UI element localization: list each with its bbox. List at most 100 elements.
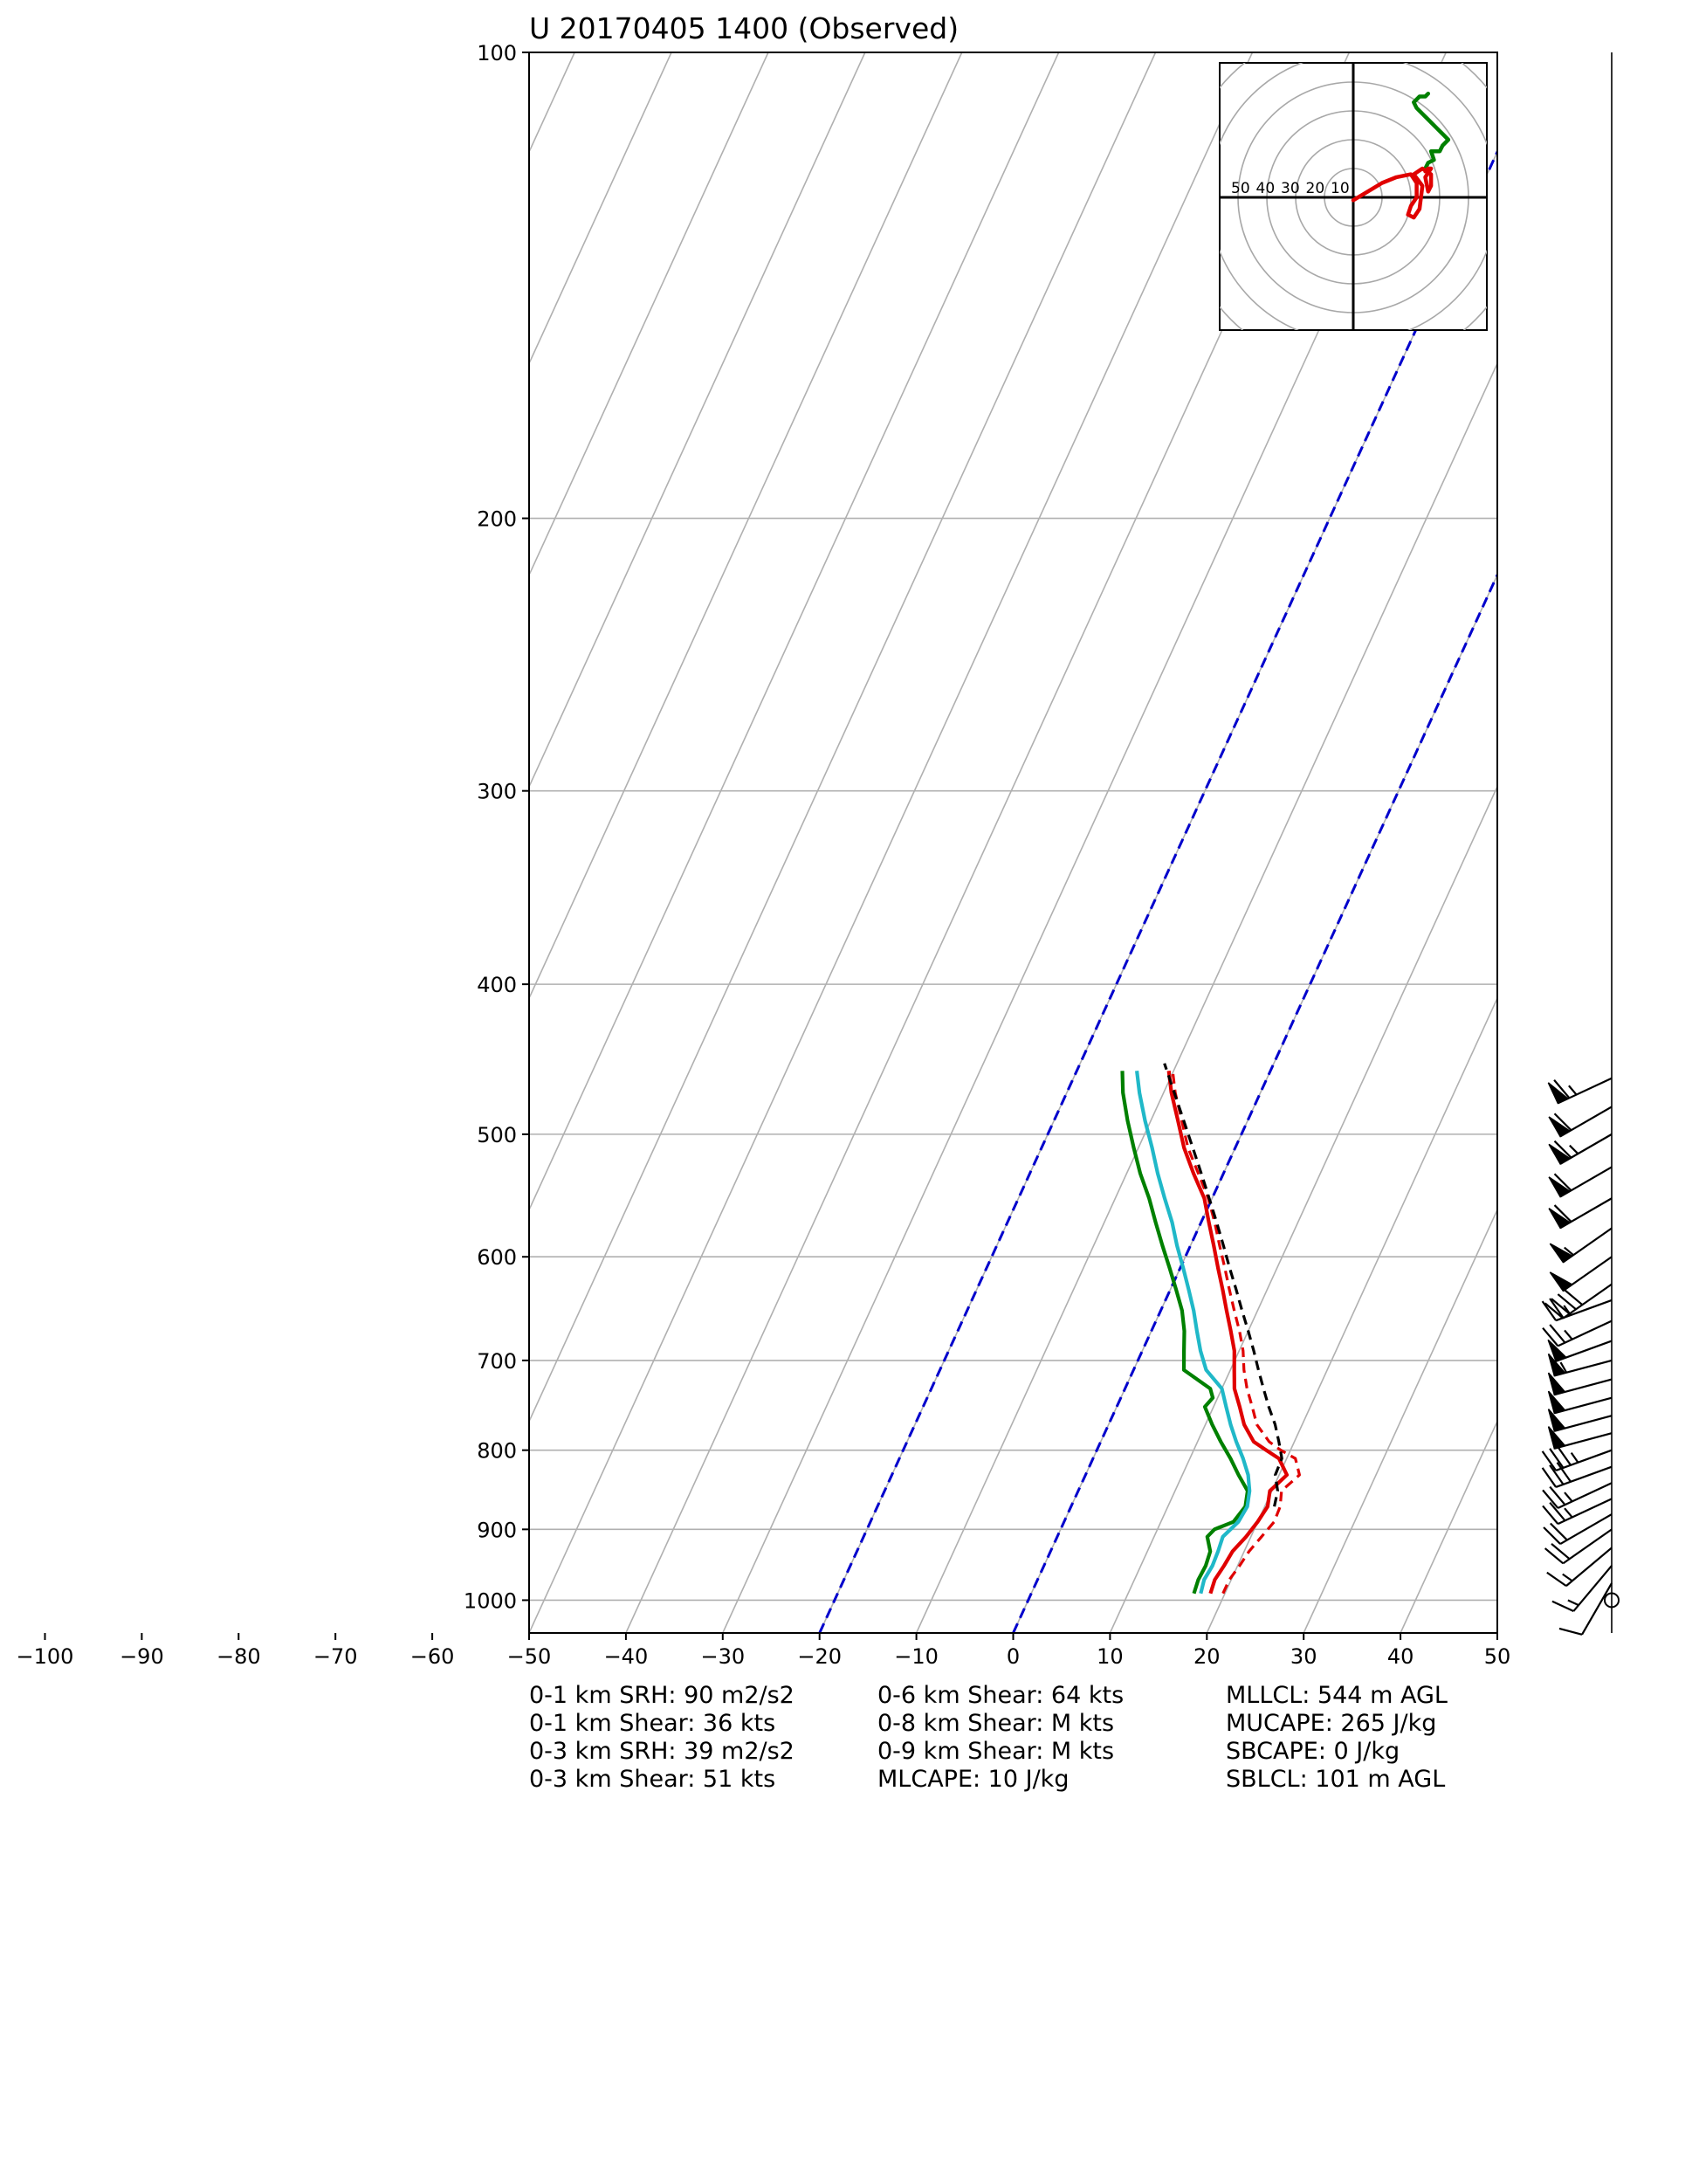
barb-feather xyxy=(1551,1600,1574,1613)
barb-feather xyxy=(1542,1489,1559,1509)
barb-feather xyxy=(1541,1450,1558,1471)
stat-line: 0-3 km SRH: 39 m2/s2 xyxy=(529,1738,794,1765)
hodograph-ring-label: 10 xyxy=(1331,180,1350,197)
stats-column-2: 0-6 km Shear: 64 kts 0-8 km Shear: M kts… xyxy=(877,1682,1124,1794)
hodograph-trace xyxy=(1351,166,1434,220)
wind-barb xyxy=(1544,1528,1613,1565)
wind-barb xyxy=(1542,1319,1613,1347)
stat-line: 0-1 km Shear: 36 kts xyxy=(529,1710,776,1737)
hodograph-plot xyxy=(1220,63,1487,330)
stat-line: SBCAPE: 0 J/kg xyxy=(1226,1738,1400,1765)
barb-feather xyxy=(1542,1327,1559,1347)
barb-feather xyxy=(1553,1113,1572,1132)
x-tick-label: −30 xyxy=(700,1644,745,1669)
wind-barb xyxy=(1549,1227,1613,1264)
x-tick-label: −70 xyxy=(313,1644,358,1669)
y-tick-label: 900 xyxy=(477,1518,517,1542)
y-tick-label: 400 xyxy=(477,973,517,997)
profile-line xyxy=(1163,1063,1283,1507)
hodograph-ring-label: 40 xyxy=(1256,180,1276,197)
barb-feather xyxy=(1556,1462,1572,1483)
x-tick-label: 30 xyxy=(1290,1644,1317,1669)
hodograph-trace xyxy=(1412,91,1451,171)
wind-barb xyxy=(1542,1482,1613,1509)
hodograph: 50 40 30 20 10 xyxy=(1219,62,1488,331)
wind-barb xyxy=(1548,1133,1613,1165)
profile-line xyxy=(1135,1071,1252,1595)
isotherm-gridline xyxy=(0,52,284,1633)
barb-staff xyxy=(1572,1565,1613,1612)
isotherm-gridline xyxy=(529,52,575,154)
barb-feather xyxy=(1564,1289,1584,1306)
y-tick-label: 700 xyxy=(477,1349,517,1374)
isotherm-gridline xyxy=(1303,1208,1497,1633)
barb-feather xyxy=(1542,1505,1559,1525)
barb-feather xyxy=(1557,1293,1577,1311)
barb-feather xyxy=(1544,1547,1565,1565)
isotherm-gridline xyxy=(529,52,769,577)
barb-half-feather xyxy=(1562,1573,1573,1582)
isotherm-gridline xyxy=(0,52,478,1633)
barb-feather xyxy=(1553,1079,1571,1099)
barb-half-feather xyxy=(1570,1452,1579,1464)
barb-feather xyxy=(1558,1627,1583,1636)
isotherm-gridline xyxy=(1109,784,1497,1633)
stat-line: 0-6 km Shear: 64 kts xyxy=(877,1682,1125,1709)
barb-feather xyxy=(1556,1445,1572,1466)
wind-barb xyxy=(1548,1166,1613,1198)
barb-half-feather xyxy=(1564,1507,1573,1519)
barb-pennant xyxy=(1547,1426,1566,1450)
barb-feather xyxy=(1553,1204,1572,1223)
barb-feather xyxy=(1549,1448,1565,1469)
barb-pennant xyxy=(1547,1409,1566,1432)
stats-column-1: 0-1 km SRH: 90 m2/s2 0-1 km Shear: 36 kt… xyxy=(529,1682,794,1794)
wind-barb xyxy=(1541,1298,1613,1322)
y-tick-label: 600 xyxy=(477,1245,517,1270)
x-tick-label: 50 xyxy=(1484,1644,1511,1669)
x-tick-label: −60 xyxy=(410,1644,455,1669)
barb-feather xyxy=(1546,1571,1567,1588)
x-tick-label: −50 xyxy=(507,1644,552,1669)
barb-pennant xyxy=(1547,1339,1568,1362)
barb-feather xyxy=(1553,1173,1572,1192)
isotherm-gridline xyxy=(529,52,866,789)
barb-pennant xyxy=(1548,1208,1572,1230)
wind-barb xyxy=(1541,1462,1613,1488)
barb-feather xyxy=(1541,1467,1558,1488)
stat-line: 0-3 km Shear: 51 kts xyxy=(529,1766,776,1793)
profile-line xyxy=(1120,1071,1250,1595)
isotherm-gridline xyxy=(529,52,963,1001)
barb-staff xyxy=(1557,1498,1613,1526)
barb-half-feather xyxy=(1564,1246,1574,1257)
barb-feather xyxy=(1549,1298,1565,1319)
barb-half-feather xyxy=(1567,1599,1579,1607)
wind-barb xyxy=(1558,1582,1613,1636)
barb-feather xyxy=(1551,1298,1571,1315)
barb-half-feather xyxy=(1563,1305,1572,1316)
wind-barb xyxy=(1548,1197,1613,1230)
x-tick-label: −100 xyxy=(17,1644,74,1669)
barb-feather xyxy=(1553,1140,1572,1159)
barb-pennant xyxy=(1549,1271,1574,1292)
wind-barb xyxy=(1548,1106,1613,1138)
barb-staff xyxy=(1555,1465,1613,1488)
wind-barb xyxy=(1547,1409,1613,1432)
stat-line: SBLCL: 101 m AGL xyxy=(1226,1766,1446,1793)
isotherm-gridline xyxy=(915,362,1497,1633)
x-axis: −100 −90 −80 −70 −60 −50 −40 −30 −20 −10 0 10 20 30 40… xyxy=(17,1633,1511,1669)
stat-line: MLCAPE: 10 J/kg xyxy=(877,1766,1070,1793)
barb-feather xyxy=(1549,1501,1566,1521)
y-tick-label: 800 xyxy=(477,1439,517,1464)
barb-half-feather xyxy=(1564,1492,1573,1503)
x-tick-label: −80 xyxy=(217,1644,261,1669)
barb-feather xyxy=(1543,1526,1561,1545)
barb-pennant xyxy=(1547,1082,1570,1105)
calm-wind-circle xyxy=(1604,1592,1620,1609)
barb-staff xyxy=(1562,1283,1613,1319)
y-tick-label: 1000 xyxy=(464,1588,517,1613)
barb-staff xyxy=(1562,1528,1613,1565)
wind-barb xyxy=(1544,1283,1613,1319)
wind-barb xyxy=(1542,1498,1613,1526)
isotherm-gridline xyxy=(1206,996,1497,1633)
